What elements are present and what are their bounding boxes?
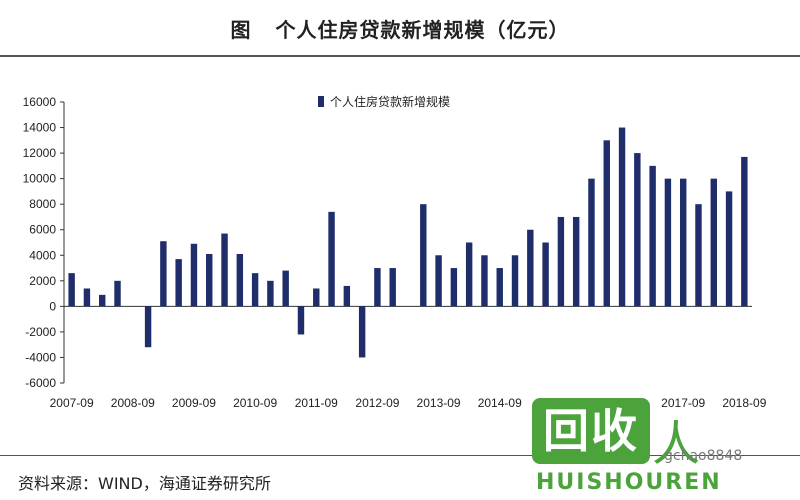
figure-prefix: 图 <box>230 18 252 42</box>
y-tick-label: -2000 <box>25 325 56 339</box>
bar <box>557 216 565 307</box>
bar <box>603 140 610 307</box>
x-tick-label: 2009-09 <box>172 396 216 410</box>
bar <box>695 204 702 307</box>
x-tick-label: 2011-09 <box>295 396 338 410</box>
legend-swatch <box>318 96 324 107</box>
bar <box>664 178 672 307</box>
x-tick-label: 2010-09 <box>233 396 277 410</box>
bar <box>420 204 427 307</box>
x-tick-label: 2014-09 <box>478 396 522 410</box>
y-tick-label: -6000 <box>25 376 56 390</box>
x-tick-label: 2007-09 <box>50 396 94 410</box>
bar <box>572 216 580 307</box>
page-title: 图个人住房贷款新增规模（亿元） <box>0 14 800 43</box>
bar <box>251 273 259 307</box>
bar <box>99 294 106 307</box>
bar <box>465 242 473 307</box>
bar <box>649 165 656 307</box>
bar <box>389 268 396 307</box>
bar <box>435 255 442 307</box>
footer-divider <box>0 455 800 456</box>
title-bar: 图个人住房贷款新增规模（亿元） <box>0 0 800 57</box>
bar <box>679 178 687 307</box>
bar <box>527 229 534 307</box>
bar <box>190 243 198 307</box>
y-tick-label: 16000 <box>23 95 57 109</box>
y-tick-label: 4000 <box>29 248 56 262</box>
watermark-handle: gchao8848 <box>664 448 743 464</box>
bar <box>144 306 152 348</box>
watermark-person-icon: ⼈ <box>652 416 701 472</box>
bar-chart: -6000 -4000 -2000 0 2000 4000 6000 8000 10000 120… <box>23 94 767 410</box>
bar <box>450 268 458 307</box>
bar <box>542 242 549 307</box>
bar <box>725 191 733 307</box>
bar <box>634 153 641 307</box>
bar <box>206 253 213 307</box>
y-tick-label: 10000 <box>23 172 57 186</box>
bar <box>710 178 717 307</box>
x-tick-label: 2008-09 <box>111 396 155 410</box>
y-tick-label: 0 <box>49 299 56 313</box>
bar <box>496 268 503 307</box>
x-tick-label: 2012-09 <box>355 396 399 410</box>
bar <box>588 178 595 307</box>
bar <box>328 211 335 307</box>
bar <box>358 306 366 358</box>
bar <box>343 285 351 307</box>
bar <box>221 233 228 307</box>
bar <box>175 259 182 307</box>
bar <box>282 270 289 307</box>
y-tick-label: 6000 <box>29 223 56 237</box>
watermark-site: HUISHOUREN <box>536 470 722 495</box>
legend-label: 个人住房贷款新增规模 <box>330 94 450 109</box>
y-tick-label: -4000 <box>25 350 56 364</box>
bar <box>267 280 274 307</box>
bar <box>68 273 75 307</box>
bar <box>114 280 121 307</box>
watermark-logo: 回收 <box>532 398 650 464</box>
y-tick-label: 14000 <box>23 121 57 135</box>
bar <box>313 288 320 307</box>
bar <box>236 253 244 307</box>
bar <box>297 306 305 335</box>
x-tick-label: 2018-09 <box>722 396 766 410</box>
bar <box>511 255 519 307</box>
bar <box>83 288 91 307</box>
x-tick-label: 2013-09 <box>417 396 461 410</box>
y-tick-label: 2000 <box>29 274 56 288</box>
watermark: 回收 ⼈ gchao8848 HUISHOUREN <box>532 398 782 498</box>
x-tick-label: 2017-09 <box>661 396 705 410</box>
y-tick-label: 8000 <box>29 197 56 211</box>
source-note: 资料来源：WIND，海通证券研究所 <box>18 474 271 493</box>
bar <box>741 156 748 307</box>
figure-title: 个人住房贷款新增规模（亿元） <box>275 18 570 42</box>
bar <box>160 241 167 307</box>
bar <box>618 127 626 307</box>
bar <box>481 255 488 307</box>
y-tick-label: 12000 <box>23 146 57 160</box>
bar <box>374 268 381 307</box>
